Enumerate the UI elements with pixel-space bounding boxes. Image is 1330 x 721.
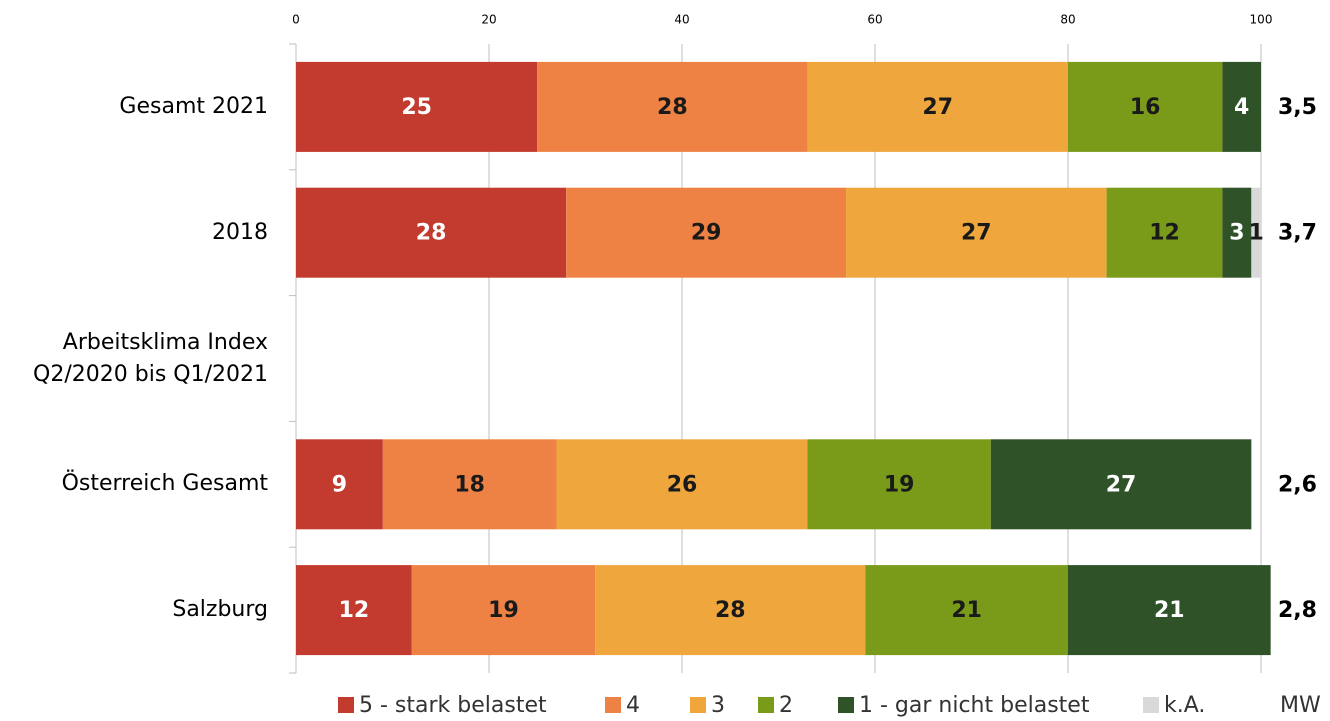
bar-segment [1222,61,1261,152]
bar-segment [411,565,596,656]
x-tick-label: 60 [867,13,882,27]
category-label: Arbeitsklima Index Q2/2020 bis Q1/2021 [33,329,268,387]
legend-swatch [690,697,706,713]
bar-segment [1068,61,1223,152]
legend-label: 5 - stark belastet [359,693,547,718]
bar-segment [990,439,1252,530]
data-label: 12 [1149,221,1180,246]
legend-label: 2 [779,693,793,718]
legend-label: 4 [626,693,640,718]
data-label: 28 [715,598,746,623]
legend-swatch [1143,697,1159,713]
bar-segment [382,439,557,530]
legend-swatch [605,697,621,713]
data-label: 28 [657,95,688,120]
data-label: 9 [332,472,347,497]
data-label: 16 [1130,95,1161,120]
data-label: 27 [922,95,953,120]
data-label: 18 [454,472,485,497]
mw-value: 2,8 [1278,598,1317,623]
data-label: 25 [401,95,432,120]
data-label: 29 [691,221,722,246]
bar-segment [296,187,567,278]
bar-segment [807,439,991,530]
category-label: Österreich Gesamt [61,471,268,497]
mw-value: 3,5 [1278,95,1317,120]
data-label: 28 [416,221,447,246]
mw-value: 2,6 [1278,472,1317,497]
bar-segment [566,187,847,278]
x-tick-label: 80 [1060,13,1075,27]
bar-segment [296,61,538,152]
data-label: 1 [1249,221,1264,246]
legend-label: MW [1280,693,1321,718]
legend-label: 3 [711,693,725,718]
bar-segment [807,61,1068,152]
bar-segment [537,61,808,152]
x-tick-label: 100 [1250,13,1273,27]
data-label: 27 [961,221,992,246]
data-label: 19 [488,598,519,623]
bar-segment [865,565,1068,656]
mw-value: 3,7 [1278,221,1317,246]
bar-segment [1222,187,1252,278]
bar-segment [1106,187,1223,278]
bar-segment [846,187,1107,278]
data-label: 26 [667,472,698,497]
category-label: Salzburg [172,597,268,623]
x-tick-label: 20 [481,13,496,27]
bar-segment [595,565,866,656]
bar-segment [556,439,808,530]
legend-swatch [338,697,354,713]
legend-label: 1 - gar nicht belastet [859,693,1090,718]
x-tick-label: 40 [674,13,689,27]
data-label: 27 [1106,472,1137,497]
bar-segment [296,565,412,656]
x-tick-label: 0 [292,13,300,27]
data-label: 21 [951,598,982,623]
data-label: 21 [1154,598,1185,623]
legend-swatch [838,697,854,713]
legend-swatch [758,697,774,713]
data-label: 19 [884,472,915,497]
category-label: Gesamt 2021 [119,93,268,119]
data-label: 4 [1234,95,1249,120]
data-label: 12 [339,598,370,623]
bar-segment [296,439,383,530]
legend-label: k.A. [1164,693,1205,718]
bar-segment [1251,187,1261,278]
data-label: 3 [1229,221,1244,246]
bar-segment [1068,565,1271,656]
category-label: 2018 [212,219,268,245]
